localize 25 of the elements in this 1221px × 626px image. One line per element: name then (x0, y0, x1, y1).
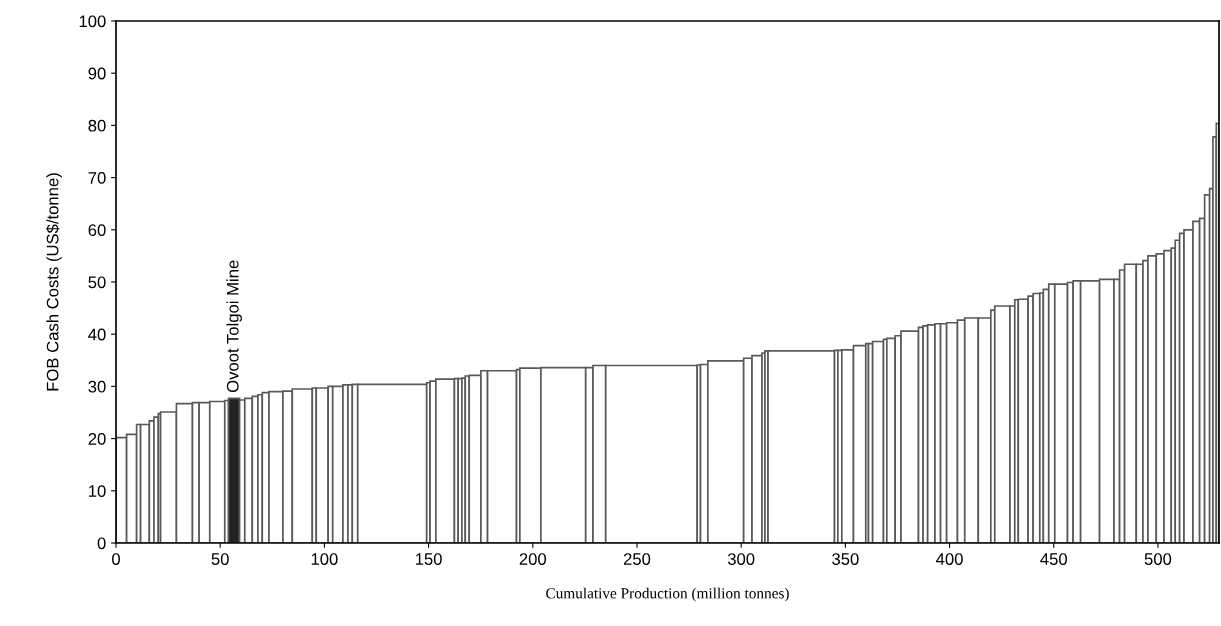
x-axis-title: Cumulative Production (million tonnes) (546, 587, 789, 602)
annotation: Ovoot Tolgoi Mine (226, 260, 242, 393)
x-tick-label: 400 (936, 553, 963, 565)
x-tick-label: 0 (112, 553, 120, 565)
x-tick-label: 450 (1040, 553, 1067, 565)
y-tick-label: 70 (88, 172, 106, 184)
x-tick-label: 300 (727, 553, 755, 565)
x-tick-label: 100 (311, 553, 338, 565)
x-tick-label: 50 (211, 553, 229, 565)
y-tick-label: 40 (88, 328, 106, 341)
x-tick-label: 500 (1144, 553, 1172, 565)
y-tick-label: 20 (88, 433, 106, 445)
y-tick-label: 0 (97, 537, 106, 550)
y-tick-label: 50 (88, 276, 106, 289)
y-tick-label: 10 (89, 485, 106, 497)
y-tick-label: 90 (88, 67, 106, 80)
y-axis-title: FOB Cash Costs (US$/tonne) (46, 173, 62, 391)
x-tick-label: 350 (832, 553, 859, 565)
x-tick-label: 250 (623, 553, 651, 565)
y-tick-label: 100 (79, 15, 106, 28)
y-tick-label: 80 (88, 119, 106, 132)
y-tick-label: 30 (88, 380, 106, 393)
x-tick-label: 200 (519, 553, 547, 565)
x-tick-label: 150 (415, 553, 442, 565)
y-tick-label: 60 (88, 224, 106, 236)
